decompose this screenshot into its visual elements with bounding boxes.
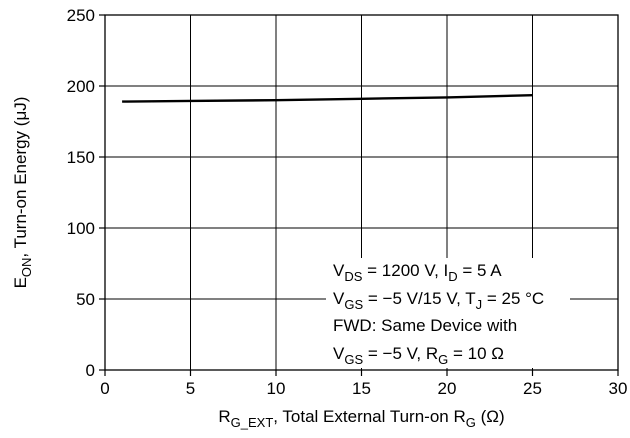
y-tick-label: 250 xyxy=(67,6,95,25)
series-line xyxy=(122,94,533,103)
series-layer xyxy=(122,94,533,103)
x-tick-label: 15 xyxy=(352,379,371,398)
x-tick-label: 25 xyxy=(523,379,542,398)
y-tick-label: 150 xyxy=(67,148,95,167)
y-axis-label: EON, Turn-on Energy (μJ) xyxy=(11,97,34,289)
y-tick-label: 0 xyxy=(86,361,95,380)
x-tick-label: 10 xyxy=(267,379,286,398)
annotation-line-2: VGS = −5 V/15 V, TJ = 25 °C xyxy=(333,289,544,312)
x-tick-label: 30 xyxy=(609,379,628,398)
y-tick-label: 50 xyxy=(76,290,95,309)
plot-frame xyxy=(104,14,619,371)
annotation-background xyxy=(326,258,570,368)
annotation-line-4: VGS = −5 V, RG = 10 Ω xyxy=(333,344,504,367)
y-tick-label: 100 xyxy=(67,219,95,238)
y-tick-label: 200 xyxy=(67,77,95,96)
x-tick-label: 5 xyxy=(186,379,195,398)
conditions-annotation: VDS = 1200 V, ID = 5 A VGS = −5 V/15 V, … xyxy=(326,258,570,368)
annotation-line-1: VDS = 1200 V, ID = 5 A xyxy=(333,261,502,284)
annotation-line-3: FWD: Same Device with xyxy=(333,316,517,335)
x-tick-label: 20 xyxy=(438,379,457,398)
x-axis-label: RG_EXT, Total External Turn-on RG (Ω) xyxy=(218,407,504,430)
x-tick-label: 0 xyxy=(100,379,109,398)
tick-layer: 0 5 10 15 20 25 30 0 50 100 150 200 250 xyxy=(67,6,628,398)
